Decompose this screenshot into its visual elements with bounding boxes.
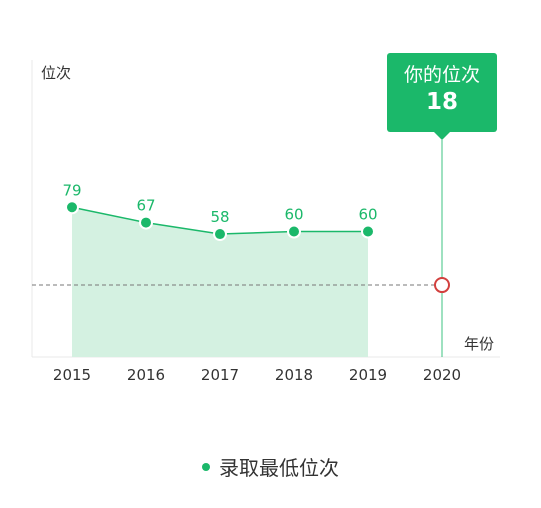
legend-label: 录取最低位次: [219, 456, 339, 480]
data-label: 60: [358, 206, 377, 224]
legend-marker: [202, 462, 210, 471]
callout-title: 你的位次: [403, 64, 480, 86]
data-label: 67: [136, 197, 155, 215]
y-axis-label: 位次: [41, 64, 71, 82]
x-tick-label: 2018: [275, 366, 313, 384]
x-tick-label: 2019: [349, 366, 387, 384]
data-point: [213, 227, 227, 242]
data-label: 58: [210, 208, 229, 226]
data-label: 79: [62, 181, 81, 199]
data-point: [65, 200, 79, 215]
x-axis-label: 年份: [464, 335, 494, 353]
x-tick-label: 2017: [201, 366, 239, 384]
your-rank-callout: 你的位次 18: [387, 53, 497, 140]
data-point: [287, 224, 301, 239]
data-point: [361, 224, 375, 239]
rank-marker: [434, 277, 450, 294]
x-tick-label: 2020: [423, 366, 461, 384]
x-tick-label: 2016: [127, 366, 165, 384]
data-label: 60: [284, 206, 303, 224]
data-point: [139, 215, 153, 230]
x-tick-label: 2015: [53, 366, 91, 384]
callout-value: 18: [425, 89, 458, 115]
legend: 录取最低位次: [0, 452, 541, 481]
series-area: [72, 207, 368, 357]
